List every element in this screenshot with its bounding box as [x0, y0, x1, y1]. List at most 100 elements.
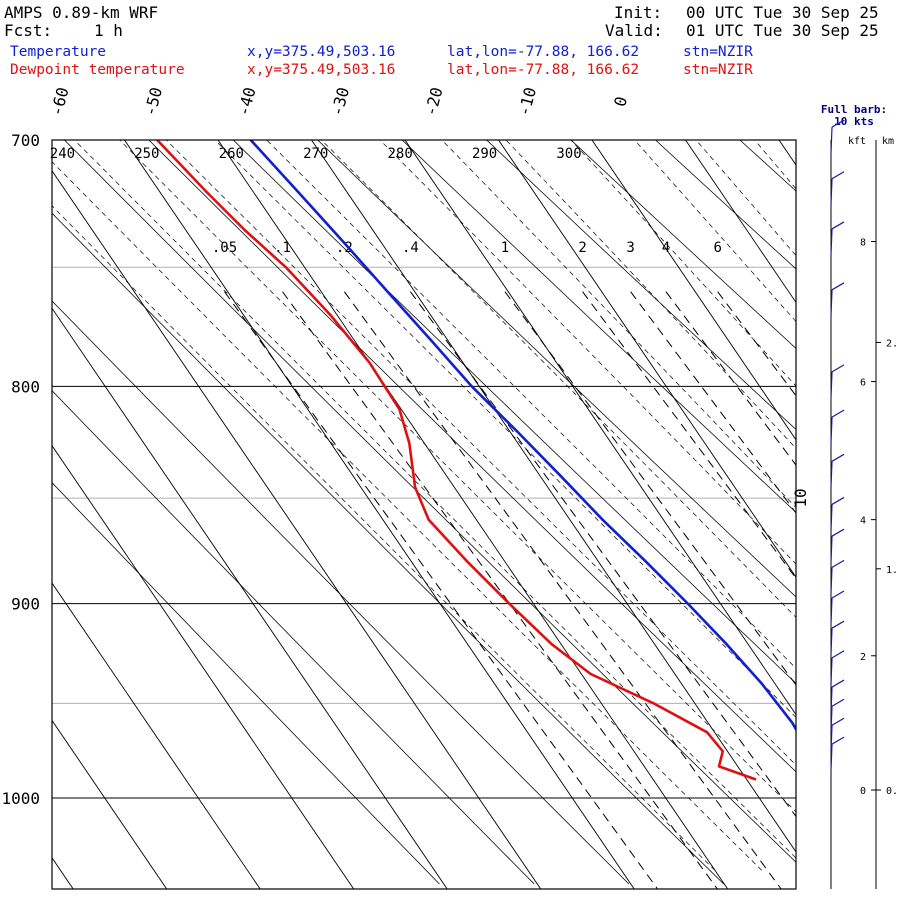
moist-adiabat — [165, 140, 796, 766]
mixing-ratio-line — [224, 291, 659, 889]
isotherm-line — [52, 719, 168, 889]
wind-barb — [830, 221, 845, 255]
wind-barb-staff — [830, 725, 833, 752]
forecast-value: 1 h — [94, 21, 123, 40]
legend-temperature-xy: x,y=375.49,503.16 — [247, 44, 396, 60]
isobar-label: 700 — [11, 131, 40, 150]
kft-tick-label: 6 — [860, 378, 866, 389]
wind-barb — [830, 409, 845, 444]
isobar-label: 800 — [11, 377, 40, 396]
wind-barb-staff — [830, 371, 833, 398]
isotherm-label: -50 — [140, 85, 166, 118]
isotherm-line — [873, 140, 900, 889]
wind-barb — [830, 736, 845, 771]
wind-barb-flag — [831, 119, 845, 128]
wind-panel-title-line2: 10 kts — [834, 115, 874, 128]
isotherm-line — [311, 140, 796, 853]
mixing-ratio-label: .1 — [274, 240, 291, 256]
wind-barb — [830, 620, 845, 655]
wind-barb — [830, 171, 845, 205]
legend-dewpoint-name: Dewpoint temperature — [10, 62, 185, 78]
wind-barb-flag — [831, 650, 845, 659]
wind-barb — [830, 717, 845, 752]
isobar-label: 1000 — [1, 789, 40, 808]
isotherm-line — [404, 140, 796, 716]
isobar-label: 900 — [11, 595, 40, 614]
wind-barb-staff — [830, 461, 833, 488]
isotherm-label: 10 — [791, 488, 810, 507]
wind-barb-flag — [831, 717, 845, 726]
legend-dewpoint-stn: stn=NZIR — [683, 62, 753, 78]
mixing-ratio-label: 2 — [578, 240, 586, 256]
isotherm-line — [778, 140, 796, 166]
mixing-ratio-label: .05 — [212, 240, 237, 256]
km-tick-label: 2. — [886, 338, 898, 349]
theta-label: 270 — [303, 146, 328, 162]
mixing-ratio-line — [504, 291, 796, 686]
kft-tick-label: 0 — [860, 786, 866, 797]
mixing-ratio-line — [343, 291, 782, 889]
kft-tick-label: 2 — [860, 652, 866, 663]
kft-tick-label: 4 — [860, 516, 866, 527]
wind-barb — [830, 453, 845, 488]
isotherm-line — [591, 140, 796, 441]
isotherm-line — [498, 140, 796, 578]
kft-tick-label: 8 — [860, 238, 866, 249]
theta-label: 290 — [472, 146, 497, 162]
isotherm-line — [217, 140, 729, 889]
mixing-ratio-line — [282, 291, 718, 889]
moist-adiabat — [379, 140, 796, 565]
wind-barb — [830, 698, 845, 733]
wind-barb — [830, 679, 845, 714]
isotherm-label: -40 — [234, 85, 260, 118]
init-label: Init: — [614, 3, 663, 22]
km-tick-label: 1. — [886, 565, 898, 576]
wind-barb-staff — [830, 628, 833, 655]
moist-adiabat — [634, 140, 796, 323]
wind-barb — [830, 590, 845, 625]
legend-temperature-latlon: lat,lon=-77.88, 166.62 — [447, 44, 640, 60]
wind-barb-staff — [830, 567, 833, 594]
wind-barb-flag — [831, 409, 845, 418]
mixing-ratio-label: 6 — [713, 240, 721, 256]
label-layer: 7008009001000-70-60-50-40-30-20-10010220… — [1, 85, 810, 808]
wind-barb — [830, 282, 845, 316]
wind-barb — [830, 119, 845, 154]
valid-value: 01 UTC Tue 30 Sep 25 — [686, 21, 879, 40]
kft-axis-label: kft — [848, 136, 866, 147]
dry-adiabat — [824, 140, 900, 884]
dry-adiabat — [233, 140, 796, 684]
model-title: AMPS 0.89-km WRF — [4, 3, 159, 22]
init-value: 00 UTC Tue 30 Sep 25 — [686, 3, 879, 22]
wind-barb-staff — [830, 504, 833, 531]
wind-barb-flag — [831, 590, 845, 599]
dry-adiabat — [148, 140, 796, 773]
wind-barb-flag — [831, 453, 845, 462]
wind-barb — [830, 650, 845, 684]
moist-adiabat — [74, 140, 796, 859]
mixing-ratio-line — [409, 291, 796, 818]
wind-barb-staff — [830, 744, 833, 771]
legend-temperature-stn: stn=NZIR — [683, 44, 753, 60]
wind-barb — [830, 496, 845, 531]
wind-barb-staff — [830, 127, 833, 154]
isotherm-line — [52, 582, 261, 889]
mixing-ratio-line — [630, 291, 796, 514]
isotherm-label: -20 — [421, 85, 447, 118]
km-axis-label: km — [882, 136, 894, 147]
legend-dewpoint-latlon: lat,lon=-77.88, 166.62 — [447, 62, 640, 78]
moist-adiabat — [214, 140, 796, 718]
legend-temperature-name: Temperature — [10, 44, 107, 60]
wind-barb-staff — [830, 228, 833, 255]
theta-label: 280 — [388, 146, 413, 162]
wind-barb-staff — [830, 178, 833, 205]
moist-adiabat — [320, 140, 796, 618]
wind-barb-flag — [831, 559, 845, 568]
isotherm-label: 0 — [610, 94, 631, 108]
wind-barb-staff — [830, 597, 833, 625]
mixing-ratio-label: .2 — [336, 240, 353, 256]
wind-barb-flag — [831, 679, 845, 688]
dry-adiabat — [52, 212, 724, 885]
moist-adiabat — [800, 127, 900, 871]
